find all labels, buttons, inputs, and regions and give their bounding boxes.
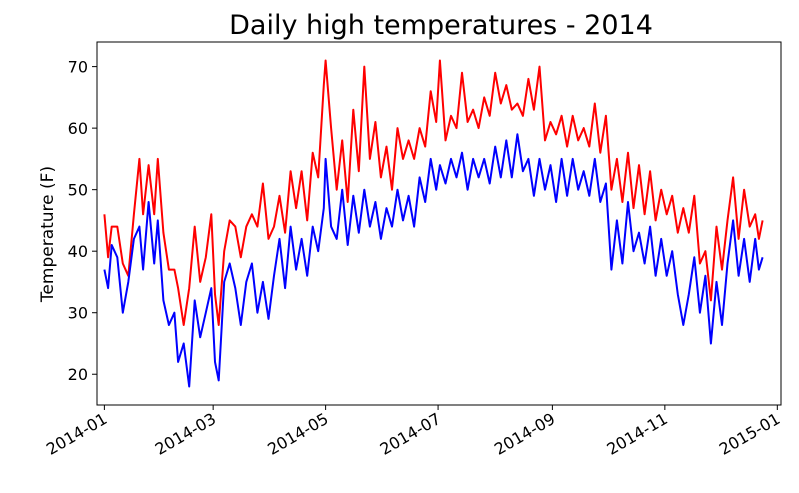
series-line-2 <box>103 133 764 388</box>
x-tick-label: 2015-01 <box>716 409 783 459</box>
x-tick-label: 2014-05 <box>264 409 331 459</box>
x-tick-label: 2014-07 <box>377 409 444 459</box>
x-tick-label: 2014-03 <box>152 409 219 459</box>
y-tick-label: 50 <box>68 181 88 200</box>
x-tick-label: 2014-11 <box>603 409 670 459</box>
y-axis-label: Temperature (F) <box>38 166 58 303</box>
plot-frame <box>96 41 782 406</box>
series-layer <box>103 59 764 388</box>
x-tick-label: 2014-09 <box>491 409 558 459</box>
series-line-1 <box>103 59 764 326</box>
y-tick-label: 30 <box>68 304 88 323</box>
y-tick-label: 70 <box>68 58 88 77</box>
axes-layer <box>96 41 782 406</box>
x-tick-label: 2014-01 <box>43 409 110 459</box>
chart-title: Daily high temperatures - 2014 <box>229 10 653 41</box>
y-tick-label: 40 <box>68 242 88 261</box>
y-tick-label: 20 <box>68 365 88 384</box>
y-tick-label: 60 <box>68 119 88 138</box>
